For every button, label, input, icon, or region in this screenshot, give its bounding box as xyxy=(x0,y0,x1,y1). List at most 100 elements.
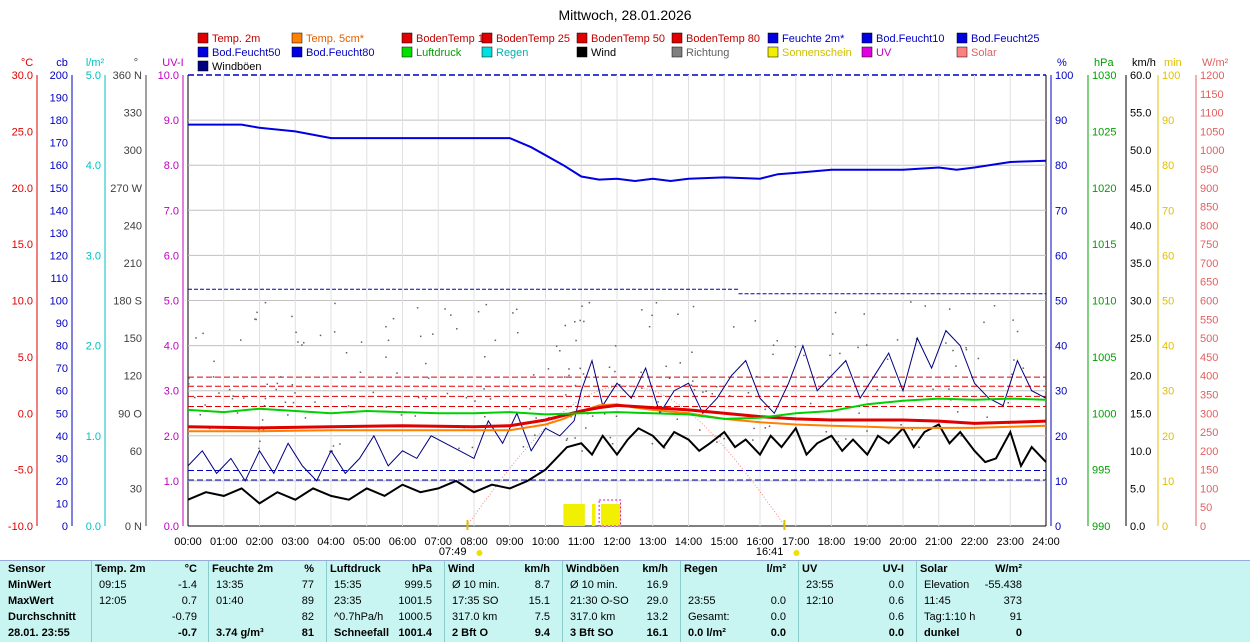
stats-label: 01:40 xyxy=(216,595,244,607)
legend-swatch xyxy=(481,46,493,58)
direction-point xyxy=(255,318,257,321)
stats-column: Sensor MinWert MaxWert Durchschnitt 28.01. 2… xyxy=(8,561,88,642)
direction-point xyxy=(834,311,837,314)
axis-tick-right: 450 xyxy=(1200,352,1218,364)
stats-value: -0.7 xyxy=(178,627,197,639)
stats-divider xyxy=(208,561,209,642)
direction-point xyxy=(456,328,458,330)
axis-tick-left: 210 xyxy=(124,258,142,270)
stats-label: 13:35 xyxy=(216,579,244,591)
legend-swatch xyxy=(767,32,779,44)
direction-point xyxy=(432,333,434,335)
legend-label: Temp. 2m xyxy=(212,33,260,45)
axis-tick-left: 190 xyxy=(50,93,68,105)
direction-point xyxy=(446,392,449,395)
direction-point xyxy=(581,450,583,452)
direction-point xyxy=(566,437,569,440)
direction-point xyxy=(304,417,307,419)
axis-tick-right: 25.0 xyxy=(1130,333,1151,345)
direction-point xyxy=(575,339,577,342)
axis-tick-right: 30.0 xyxy=(1130,296,1151,308)
axis-unit-right: % xyxy=(1057,57,1067,69)
legend-swatch xyxy=(861,46,873,58)
direction-point xyxy=(932,388,934,391)
stats-unit: hPa xyxy=(411,563,432,575)
direction-point xyxy=(754,320,757,322)
axis-tick-left: 20.0 xyxy=(12,183,33,195)
stats-unit: l/m² xyxy=(766,563,786,575)
axis-tick-right: 600 xyxy=(1200,296,1218,308)
direction-point xyxy=(329,450,331,453)
direction-point xyxy=(301,344,303,346)
legend-swatch xyxy=(861,32,873,44)
direction-point xyxy=(809,402,812,405)
axis-tick-right: 500 xyxy=(1200,333,1218,345)
axis-tick-left: 120 xyxy=(50,250,68,262)
stats-unit: W/m² xyxy=(995,563,1022,575)
stats-column: Temp. 2m °C 09:15 -1.4 12:05 0.7 -0.79 -0.7 xyxy=(95,561,203,642)
direction-point xyxy=(458,447,460,450)
axis-tick-left: 270 W xyxy=(110,183,142,195)
sunshine-bar xyxy=(600,504,621,526)
axis-tick-right: 1000 xyxy=(1200,145,1224,157)
direction-point xyxy=(591,415,594,417)
axis-tick-right: 650 xyxy=(1200,277,1218,289)
axis-tick-left: 300 xyxy=(124,145,142,157)
direction-point xyxy=(392,317,395,320)
axis-tick-right: 80 xyxy=(1162,160,1174,172)
direction-point xyxy=(564,324,567,327)
axis-tick-left: 5.0 xyxy=(18,352,33,364)
axis-tick-right: 30 xyxy=(1162,386,1174,398)
legend-swatch xyxy=(197,60,209,72)
direction-point xyxy=(332,445,335,447)
direction-point xyxy=(489,398,492,400)
stats-column: Feuchte 2m% 13:35 77 01:40 89 82 3.74 g/m³ 81 xyxy=(212,561,320,642)
direction-point xyxy=(776,340,778,342)
direction-point xyxy=(965,346,967,349)
axis-tick-left: 180 S xyxy=(113,296,142,308)
stats-label: ^0.7hPa/h xyxy=(334,611,384,623)
direction-point xyxy=(484,415,486,418)
direction-point xyxy=(264,397,267,400)
axis-tick-right: 800 xyxy=(1200,220,1218,232)
direction-point xyxy=(1016,330,1019,333)
direction-point xyxy=(609,436,612,439)
direction-point xyxy=(284,401,287,404)
stats-label: 2 Bft O xyxy=(452,627,489,639)
humidity-series xyxy=(188,123,1047,183)
axis-unit-right: W/m² xyxy=(1202,57,1229,69)
legend-label: Temp. 5cm* xyxy=(306,33,365,45)
direction-point xyxy=(261,419,264,421)
stats-header: UV xyxy=(802,563,818,575)
legend-label: BodenTemp 10 xyxy=(416,33,490,45)
stats-column: Luftdruck hPa 15:35 999.5 23:35 1001.5 ^0.7hPa… xyxy=(330,561,438,642)
axis-tick-right: 5.0 xyxy=(1130,483,1145,495)
axis-tick-left: 6.0 xyxy=(164,250,179,262)
direction-point xyxy=(692,380,694,382)
legend-swatch xyxy=(481,32,493,44)
legend-swatch xyxy=(576,32,588,44)
axis-tick-right: 850 xyxy=(1200,202,1218,214)
stats-value: 373 xyxy=(1003,595,1022,607)
stats-label: 15:35 xyxy=(334,579,362,591)
stats-header: Regen xyxy=(684,563,718,575)
direction-point xyxy=(755,375,758,378)
direction-point xyxy=(993,305,996,307)
stats-value: 1001.5 xyxy=(398,595,432,607)
axis-tick-right: 60 xyxy=(1162,250,1174,262)
legend-label: Windböen xyxy=(212,61,262,73)
stats-label: Schneefall xyxy=(334,627,390,639)
axis-tick-left: 2.0 xyxy=(86,341,101,353)
axis-tick-right: 45.0 xyxy=(1130,183,1151,195)
direction-point xyxy=(764,427,767,429)
axis-tick-right: 0 xyxy=(1055,521,1061,533)
direction-point xyxy=(641,387,643,389)
direction-point xyxy=(275,388,277,391)
direction-point xyxy=(1022,367,1025,369)
direction-point xyxy=(900,424,902,426)
direction-point xyxy=(651,314,653,317)
direction-point xyxy=(583,320,585,323)
direction-point xyxy=(547,368,550,370)
axis-tick-right: 250 xyxy=(1200,427,1218,439)
direction-point xyxy=(302,342,305,344)
